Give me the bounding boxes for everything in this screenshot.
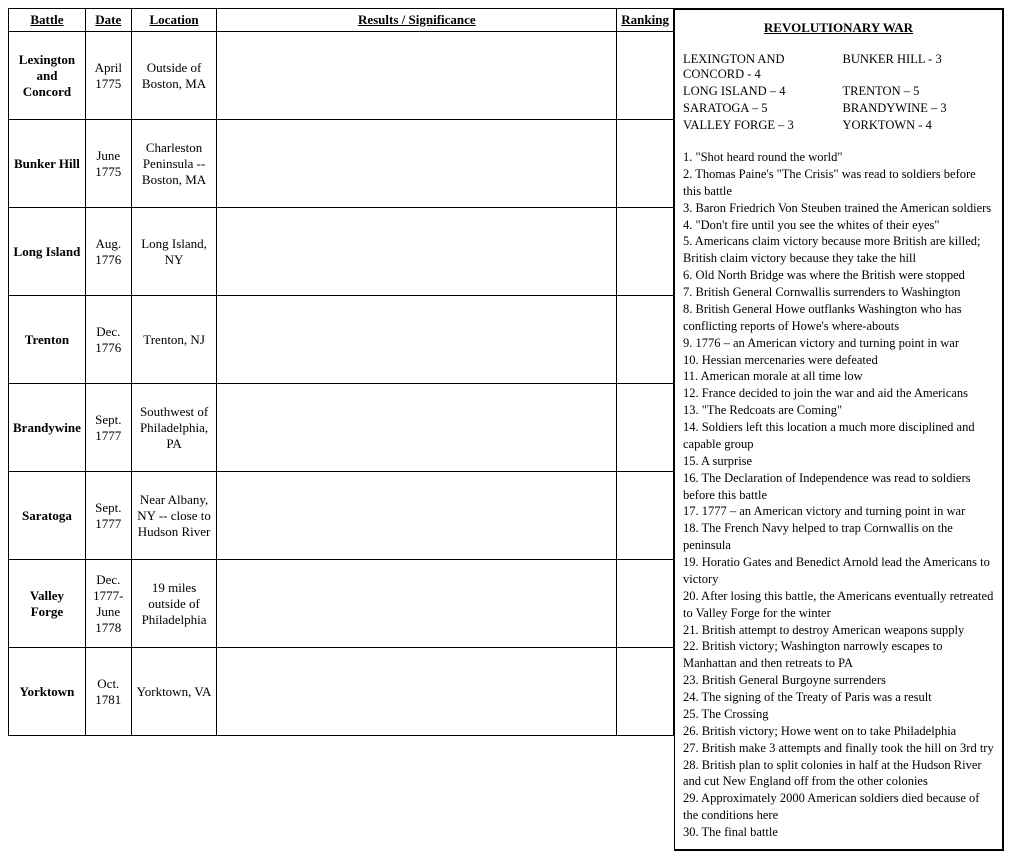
cell-battle: Brandywine [9,384,86,472]
fact-item: 22. British victory; Washington narrowly… [683,638,994,672]
cell-location: Charleston Peninsula -- Boston, MA [131,120,217,208]
fact-item: 8. British General Howe outflanks Washin… [683,301,994,335]
fact-item: 20. After losing this battle, the Americ… [683,588,994,622]
page-layout: Battle Date Location Results / Significa… [8,8,1012,851]
fact-item: 9. 1776 – an American victory and turnin… [683,335,994,352]
fact-item: 6. Old North Bridge was where the Britis… [683,267,994,284]
ranking-item: BUNKER HILL - 3 [843,52,995,82]
cell-date: April 1775 [85,32,131,120]
cell-results[interactable] [217,208,617,296]
cell-ranking[interactable] [617,296,674,384]
fact-item: 26. British victory; Howe went on to tak… [683,723,994,740]
battle-table: Battle Date Location Results / Significa… [8,8,674,736]
table-row: Yorktown Oct. 1781 Yorktown, VA [9,648,674,736]
sidebar-panel: REVOLUTIONARY WAR LEXINGTON AND CONCORD … [674,8,1004,851]
table-row: Trenton Dec. 1776 Trenton, NJ [9,296,674,384]
fact-item: 11. American morale at all time low [683,368,994,385]
cell-battle: Yorktown [9,648,86,736]
cell-results[interactable] [217,560,617,648]
cell-results[interactable] [217,384,617,472]
fact-item: 13. "The Redcoats are Coming" [683,402,994,419]
fact-item: 19. Horatio Gates and Benedict Arnold le… [683,554,994,588]
col-header-results: Results / Significance [217,9,617,32]
fact-item: 10. Hessian mercenaries were defeated [683,352,994,369]
table-row: Lexington and Concord April 1775 Outside… [9,32,674,120]
cell-location: Long Island, NY [131,208,217,296]
fact-item: 1. "Shot heard round the world" [683,149,994,166]
fact-item: 2. Thomas Paine's "The Crisis" was read … [683,166,994,200]
cell-ranking[interactable] [617,648,674,736]
fact-item: 18. The French Navy helped to trap Cornw… [683,520,994,554]
cell-location: Southwest of Philadelphia, PA [131,384,217,472]
cell-results[interactable] [217,648,617,736]
ranking-grid: LEXINGTON AND CONCORD - 4 BUNKER HILL - … [683,52,994,133]
cell-results[interactable] [217,296,617,384]
ranking-item: BRANDYWINE – 3 [843,101,995,116]
fact-item: 12. France decided to join the war and a… [683,385,994,402]
cell-battle: Lexington and Concord [9,32,86,120]
cell-ranking[interactable] [617,120,674,208]
col-header-date: Date [85,9,131,32]
table-row: Saratoga Sept. 1777 Near Albany, NY -- c… [9,472,674,560]
fact-item: 16. The Declaration of Independence was … [683,470,994,504]
table-body: Lexington and Concord April 1775 Outside… [9,32,674,736]
ranking-item: YORKTOWN - 4 [843,118,995,133]
table-row: Brandywine Sept. 1777 Southwest of Phila… [9,384,674,472]
cell-battle: Long Island [9,208,86,296]
fact-item: 21. British attempt to destroy American … [683,622,994,639]
ranking-item: TRENTON – 5 [843,84,995,99]
cell-ranking[interactable] [617,32,674,120]
fact-item: 15. A surprise [683,453,994,470]
ranking-item: VALLEY FORGE – 3 [683,118,835,133]
cell-location: Yorktown, VA [131,648,217,736]
cell-date: Aug. 1776 [85,208,131,296]
cell-date: Sept. 1777 [85,384,131,472]
facts-list: 1. "Shot heard round the world" 2. Thoma… [683,149,994,841]
cell-results[interactable] [217,120,617,208]
cell-battle: Saratoga [9,472,86,560]
fact-item: 3. Baron Friedrich Von Steuben trained t… [683,200,994,217]
fact-item: 14. Soldiers left this location a much m… [683,419,994,453]
cell-results[interactable] [217,472,617,560]
cell-date: Sept. 1777 [85,472,131,560]
cell-location: Near Albany, NY -- close to Hudson River [131,472,217,560]
cell-ranking[interactable] [617,208,674,296]
ranking-item: LONG ISLAND – 4 [683,84,835,99]
cell-ranking[interactable] [617,472,674,560]
cell-results[interactable] [217,32,617,120]
fact-item: 23. British General Burgoyne surrenders [683,672,994,689]
ranking-item: SARATOGA – 5 [683,101,835,116]
fact-item: 4. "Don't fire until you see the whites … [683,217,994,234]
table-row: Long Island Aug. 1776 Long Island, NY [9,208,674,296]
sidebar-title: REVOLUTIONARY WAR [683,20,994,36]
table-row: Valley Forge Dec. 1777- June 1778 19 mil… [9,560,674,648]
col-header-location: Location [131,9,217,32]
fact-item: 24. The signing of the Treaty of Paris w… [683,689,994,706]
cell-location: 19 miles outside of Philadelphia [131,560,217,648]
cell-date: June 1775 [85,120,131,208]
cell-battle: Trenton [9,296,86,384]
table-row: Bunker Hill June 1775 Charleston Peninsu… [9,120,674,208]
cell-date: Dec. 1777- June 1778 [85,560,131,648]
col-header-battle: Battle [9,9,86,32]
cell-battle: Bunker Hill [9,120,86,208]
fact-item: 30. The final battle [683,824,994,841]
fact-item: 7. British General Cornwallis surrenders… [683,284,994,301]
cell-location: Outside of Boston, MA [131,32,217,120]
cell-ranking[interactable] [617,384,674,472]
fact-item: 25. The Crossing [683,706,994,723]
fact-item: 28. British plan to split colonies in ha… [683,757,994,791]
ranking-item: LEXINGTON AND CONCORD - 4 [683,52,835,82]
cell-date: Dec. 1776 [85,296,131,384]
fact-item: 29. Approximately 2000 American soldiers… [683,790,994,824]
fact-item: 5. Americans claim victory because more … [683,233,994,267]
cell-date: Oct. 1781 [85,648,131,736]
cell-ranking[interactable] [617,560,674,648]
table-header-row: Battle Date Location Results / Significa… [9,9,674,32]
col-header-ranking: Ranking [617,9,674,32]
cell-battle: Valley Forge [9,560,86,648]
fact-item: 17. 1777 – an American victory and turni… [683,503,994,520]
fact-item: 27. British make 3 attempts and finally … [683,740,994,757]
cell-location: Trenton, NJ [131,296,217,384]
